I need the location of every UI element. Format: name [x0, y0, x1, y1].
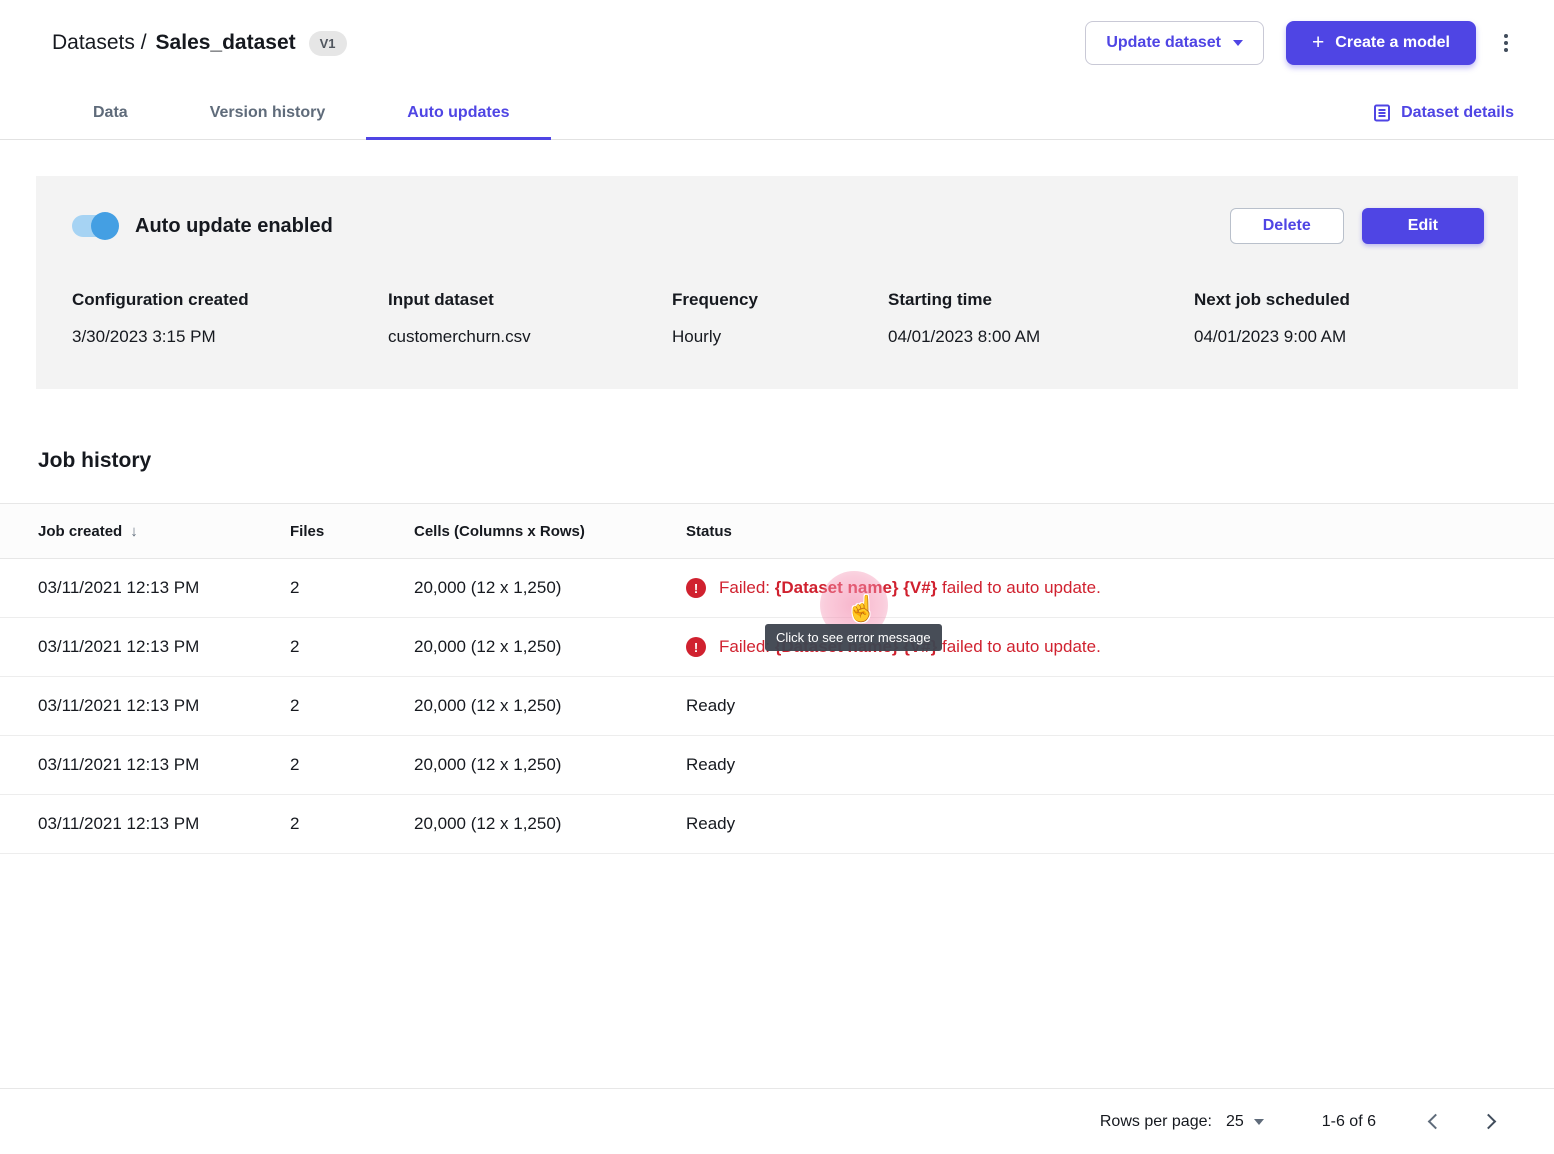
page-range-label: 1-6 of 6 [1321, 1112, 1376, 1130]
job-history-table: Job created ↓ Files Cells (Columns x Row… [0, 503, 1554, 854]
dataset-details-icon [1373, 104, 1391, 122]
dataset-details-button[interactable]: Dataset details [1373, 86, 1514, 139]
status-suffix: failed to auto update. [937, 578, 1101, 597]
page-header: Datasets / Sales_dataset V1 Update datas… [0, 0, 1554, 86]
previous-page-button[interactable] [1416, 1106, 1455, 1137]
update-dataset-button[interactable]: Update dataset [1085, 21, 1265, 65]
table-row: 03/11/2021 12:13 PM 2 20,000 (12 x 1,250… [0, 677, 1554, 736]
field-label: Starting time [888, 290, 992, 309]
cell-status: Failed: {Dataset name} {V#} failed to au… [686, 578, 1554, 598]
breadcrumb: Datasets / Sales_dataset V1 [52, 30, 347, 56]
cell-job-created: 03/11/2021 12:13 PM [38, 755, 200, 774]
toggle-knob [91, 212, 119, 240]
column-label: Job created [38, 522, 123, 540]
status-prefix: Failed: [719, 578, 775, 597]
status-dataset-name: {Dataset name} {V#} [774, 578, 938, 597]
create-model-button[interactable]: + Create a model [1286, 21, 1476, 65]
cell-status: Ready [686, 755, 1554, 775]
error-icon [686, 637, 706, 657]
field-configuration-created: Configuration created 3/30/2023 3:15 PM [72, 290, 388, 347]
rows-per-page-value: 25 [1225, 1112, 1244, 1130]
status-suffix: failed to auto update. [937, 637, 1101, 656]
status-prefix: Failed: [719, 637, 775, 656]
tab-data[interactable]: Data [52, 86, 169, 139]
dataset-details-label: Dataset details [1401, 103, 1514, 121]
field-label: Input dataset [388, 290, 494, 309]
field-label: Next job scheduled [1194, 290, 1350, 309]
delete-button[interactable]: Delete [1229, 208, 1344, 244]
header-actions: Update dataset + Create a model [1085, 21, 1514, 65]
page-title: Sales_dataset [155, 31, 296, 54]
status-ready-text: Ready [686, 755, 736, 774]
chevron-left-icon [1427, 1113, 1444, 1130]
cell-cells: 20,000 (12 x 1,250) [414, 696, 562, 715]
cell-files: 2 [290, 696, 300, 715]
auto-update-panel: Auto update enabled Delete Edit Configur… [36, 176, 1518, 389]
overflow-menu-icon[interactable] [1498, 26, 1514, 60]
column-header-job-created[interactable]: Job created ↓ [0, 523, 290, 540]
cell-cells: 20,000 (12 x 1,250) [414, 637, 562, 656]
status-failed-text[interactable]: Failed: {Dataset name} {V#} failed to au… [719, 578, 1101, 598]
chevron-right-icon [1480, 1113, 1497, 1130]
field-value: 04/01/2023 9:00 AM [1194, 327, 1347, 346]
column-header-status: Status [686, 522, 732, 540]
tab-auto-updates-label: Auto updates [407, 103, 510, 121]
auto-update-toggle[interactable] [72, 212, 119, 240]
auto-update-toggle-label: Auto update enabled [135, 214, 333, 237]
edit-button[interactable]: Edit [1361, 208, 1484, 244]
table-row: 03/11/2021 12:13 PM 2 20,000 (12 x 1,250… [0, 795, 1554, 854]
cell-files: 2 [290, 578, 300, 597]
cell-job-created: 03/11/2021 12:13 PM [38, 637, 200, 656]
chevron-down-icon [1253, 1118, 1264, 1125]
cell-files: 2 [290, 755, 300, 774]
field-value: 04/01/2023 8:00 AM [888, 327, 1041, 346]
content-spacer [0, 854, 1554, 1088]
cell-job-created: 03/11/2021 12:13 PM [38, 578, 200, 597]
field-label: Configuration created [72, 290, 249, 309]
cell-files: 2 [290, 814, 300, 833]
field-frequency: Frequency Hourly [672, 290, 888, 347]
error-icon [686, 578, 706, 598]
column-header-files: Files [290, 522, 325, 540]
create-model-label: Create a model [1335, 34, 1450, 51]
rows-per-page-select[interactable]: 25 [1226, 1113, 1264, 1131]
field-value: Hourly [672, 327, 722, 346]
rows-per-page-label: Rows per page: [1099, 1112, 1212, 1130]
cell-files: 2 [290, 637, 300, 656]
field-starting-time: Starting time 04/01/2023 8:00 AM [888, 290, 1194, 347]
column-header-cells: Cells (Columns x Rows) [414, 522, 585, 540]
sort-descending-icon[interactable]: ↓ [130, 522, 138, 540]
cell-status: Ready [686, 814, 1554, 834]
tab-version-history[interactable]: Version history [169, 86, 367, 139]
job-history-title: Job history [38, 449, 152, 472]
tab-data-label: Data [93, 103, 128, 121]
status-ready-text: Ready [686, 696, 736, 715]
table-row: 03/11/2021 12:13 PM 2 20,000 (12 x 1,250… [0, 559, 1554, 618]
field-next-job: Next job scheduled 04/01/2023 9:00 AM [1194, 290, 1350, 347]
field-label: Frequency [672, 290, 758, 309]
pagination-bar: Rows per page: 25 1-6 of 6 [0, 1088, 1554, 1154]
status-ready-text: Ready [686, 814, 736, 833]
cell-cells: 20,000 (12 x 1,250) [414, 814, 562, 833]
tab-auto-updates[interactable]: Auto updates [366, 86, 551, 140]
chevron-down-icon [1233, 40, 1244, 46]
table-header-row: Job created ↓ Files Cells (Columns x Row… [0, 503, 1554, 559]
cell-status: Ready [686, 696, 1554, 716]
cell-cells: 20,000 (12 x 1,250) [414, 755, 562, 774]
update-dataset-label: Update dataset [1106, 34, 1222, 51]
next-page-button[interactable] [1469, 1106, 1508, 1137]
cell-job-created: 03/11/2021 12:13 PM [38, 696, 200, 715]
error-tooltip: Click to see error message [765, 624, 942, 651]
tab-version-history-label: Version history [209, 103, 326, 121]
configuration-fields: Configuration created 3/30/2023 3:15 PM … [72, 290, 1484, 347]
field-value: 3/30/2023 3:15 PM [72, 327, 216, 346]
field-value: customerchurn.csv [388, 327, 531, 346]
breadcrumb-datasets[interactable]: Datasets / [52, 31, 147, 54]
tab-bar: Data Version history Auto updates Datase… [0, 86, 1554, 140]
table-row: 03/11/2021 12:13 PM 2 20,000 (12 x 1,250… [0, 736, 1554, 795]
field-input-dataset: Input dataset customerchurn.csv [388, 290, 672, 347]
cell-job-created: 03/11/2021 12:13 PM [38, 814, 200, 833]
version-badge: V1 [308, 30, 347, 56]
cell-cells: 20,000 (12 x 1,250) [414, 578, 562, 597]
